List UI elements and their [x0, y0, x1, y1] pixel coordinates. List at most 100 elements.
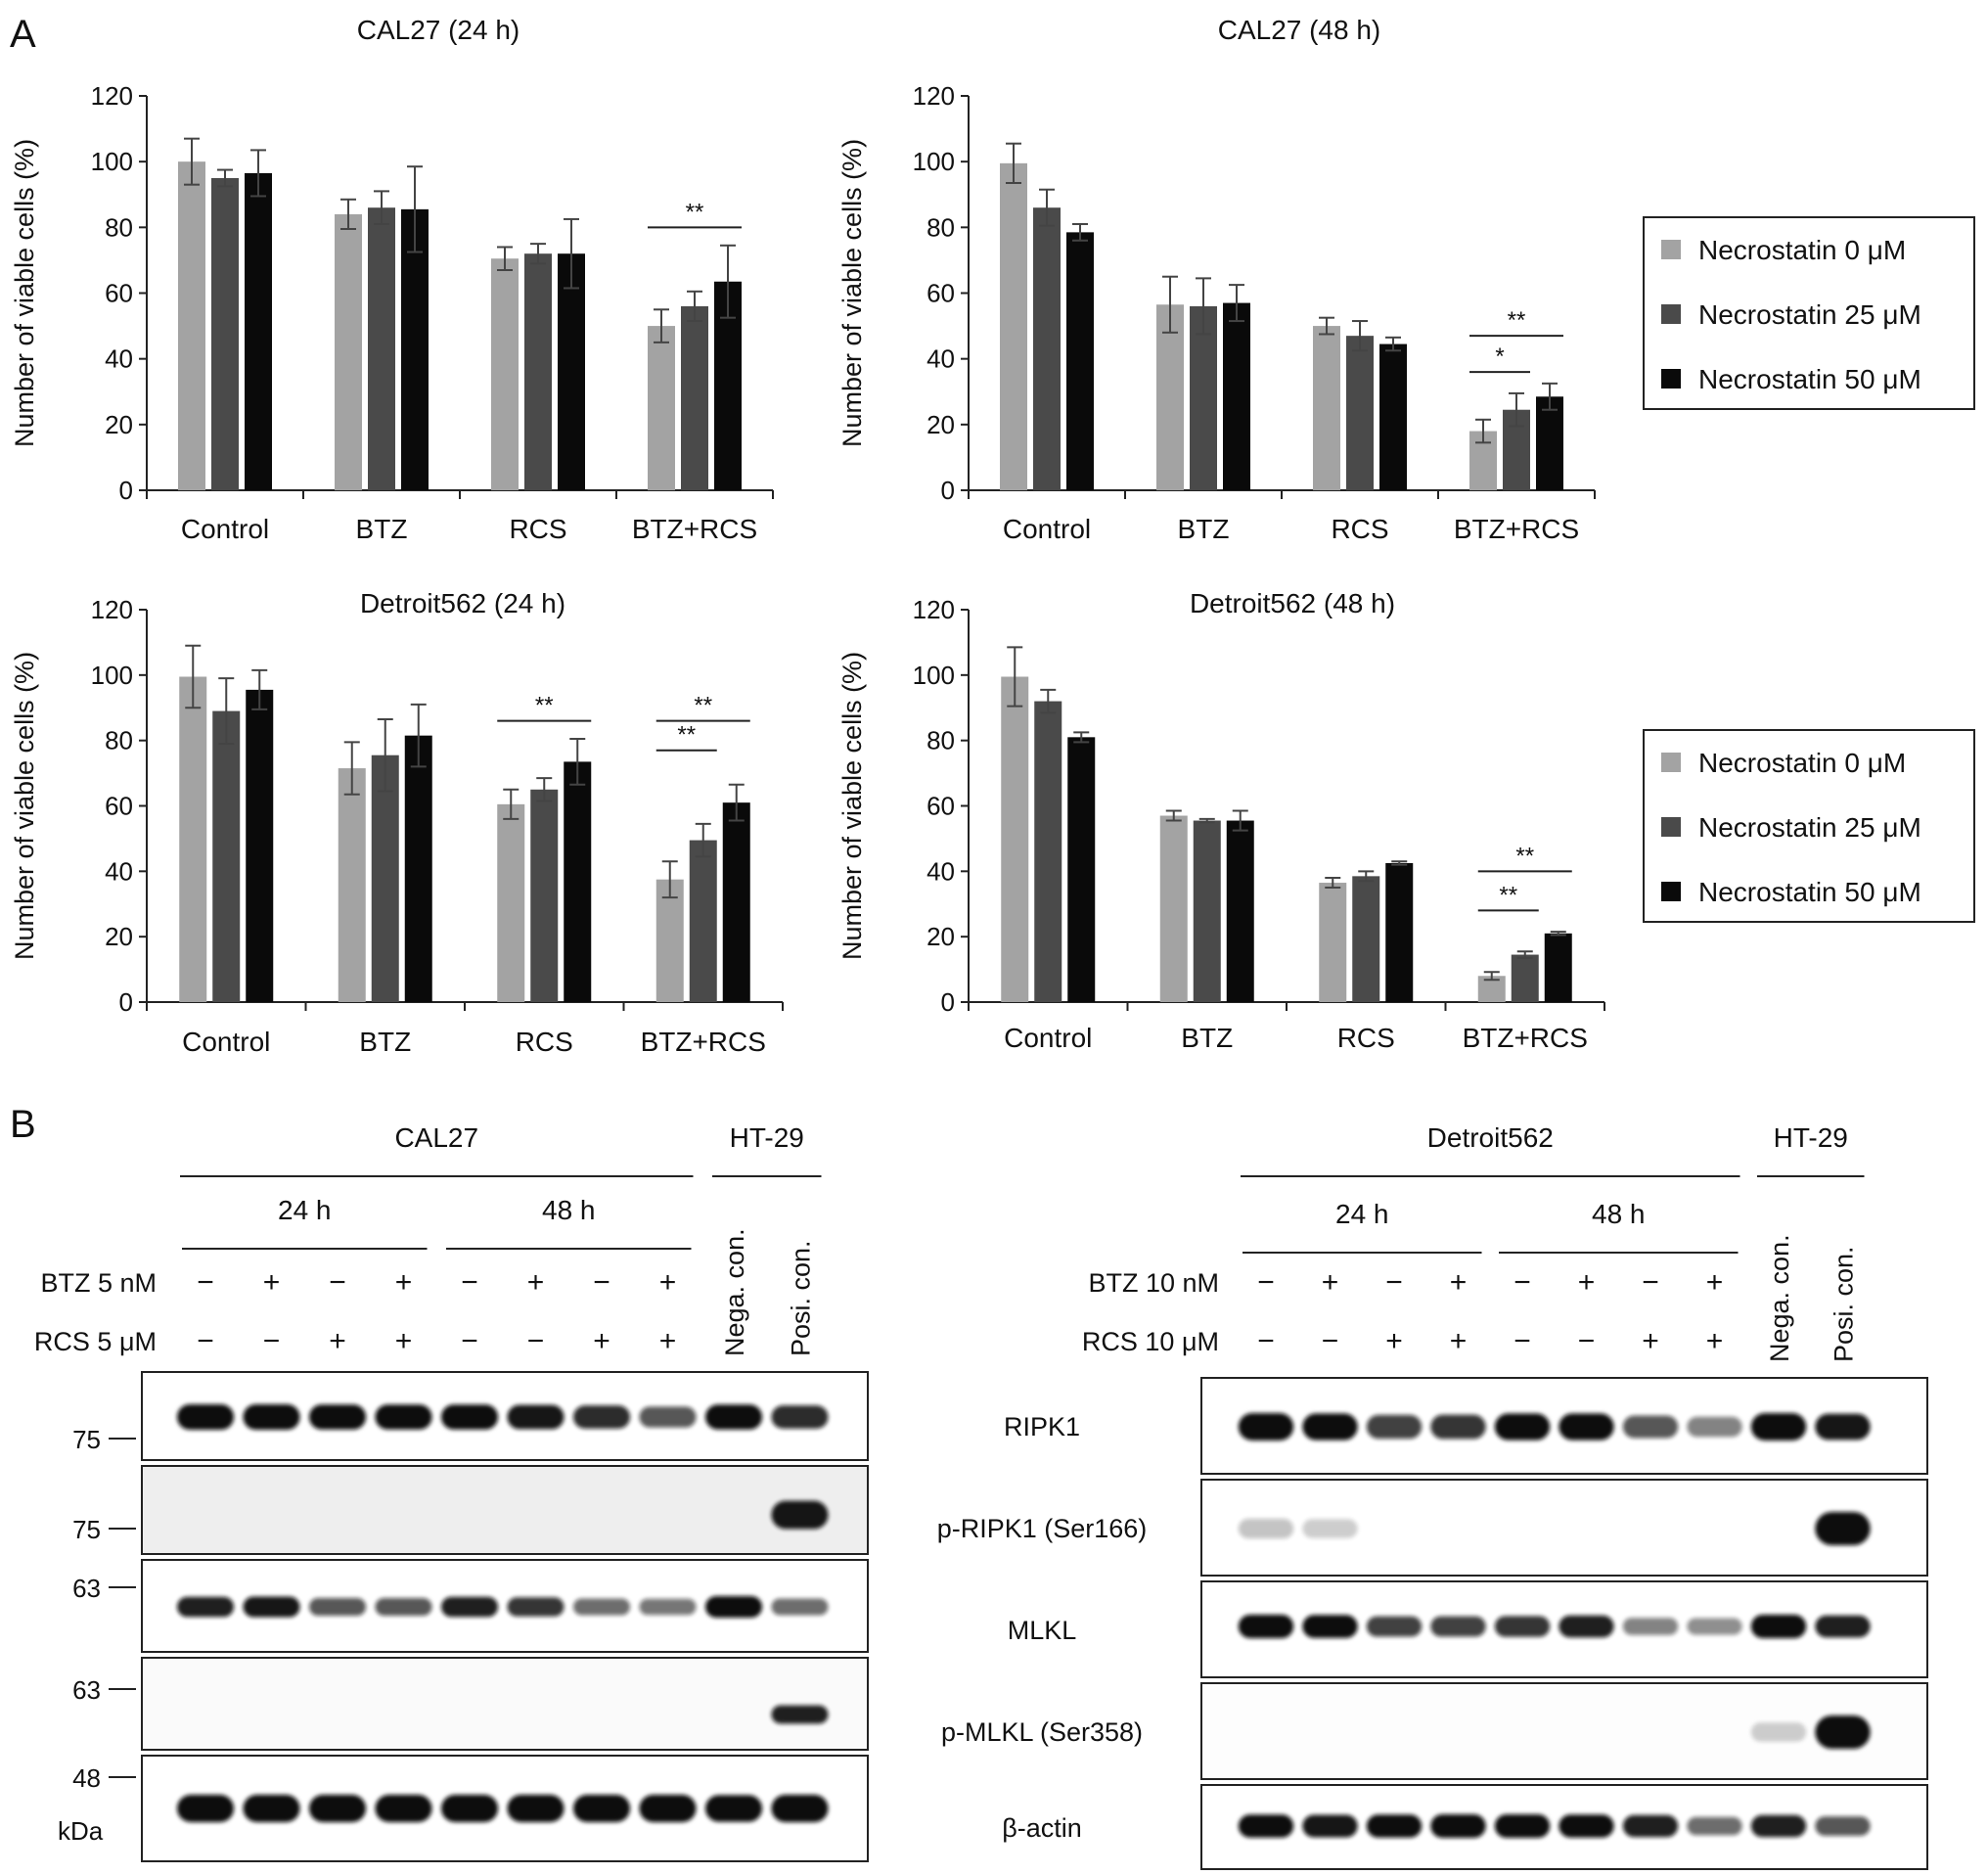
y-tick-label: 40 [105, 856, 133, 886]
btz-sign: − [1514, 1266, 1531, 1299]
panel-label-b: B [10, 1103, 36, 1146]
btz-sign: − [461, 1266, 478, 1299]
y-tick-label: 0 [941, 476, 955, 505]
blot-band [1687, 1618, 1742, 1635]
cell-line-label: CAL27 [394, 1122, 478, 1153]
protein-label: β-actin [1002, 1813, 1082, 1843]
y-tick-label: 0 [119, 476, 133, 505]
x-tick-label: Control [181, 514, 269, 544]
rcs-sign: − [461, 1325, 478, 1357]
significance-label: * [1495, 343, 1504, 370]
legend-label: Necrostatin 25 μM [1698, 299, 1921, 330]
x-tick-label: BTZ+RCS [632, 514, 757, 544]
protein-label: RIPK1 [1004, 1412, 1080, 1441]
bar [246, 689, 274, 1002]
blot-band [1750, 1413, 1807, 1441]
time-label: 48 h [542, 1195, 596, 1225]
blot-band [1238, 1413, 1294, 1441]
bar [245, 172, 272, 490]
bar [497, 803, 525, 1002]
bar [404, 735, 432, 1002]
blot-band [440, 1596, 499, 1618]
bar [1346, 336, 1374, 490]
bar [689, 840, 717, 1002]
bar [1352, 876, 1380, 1002]
significance-label: ** [1499, 882, 1517, 908]
blot-band [1559, 1814, 1614, 1838]
y-tick-label: 120 [91, 595, 133, 624]
control-lane-label: Nega. con. [1765, 1234, 1794, 1362]
x-tick-label: RCS [1331, 514, 1388, 544]
blot-band [1815, 1413, 1871, 1441]
protein-label: p-MLKL (Ser358) [941, 1717, 1143, 1747]
legend-label: Necrostatin 50 μM [1698, 877, 1921, 907]
rcs-sign: − [527, 1325, 545, 1357]
bar [1190, 305, 1217, 490]
bar [178, 161, 205, 490]
mw-marker-label: 63 [72, 1675, 101, 1705]
blot-band [704, 1404, 763, 1430]
rcs-sign: + [1450, 1325, 1468, 1357]
blot-band [440, 1795, 499, 1822]
x-tick-label: Control [1003, 514, 1091, 544]
bar [1067, 737, 1096, 1002]
control-lane-label: Posi. con. [787, 1240, 816, 1356]
blot-band [440, 1404, 499, 1430]
bar [1511, 954, 1539, 1002]
blot-band [1559, 1413, 1614, 1441]
bar [211, 177, 239, 491]
blot-band [308, 1597, 367, 1617]
legend-swatch [1661, 882, 1681, 901]
bar [1544, 933, 1572, 1002]
bar [722, 802, 750, 1002]
blot-band [1687, 1816, 1742, 1836]
blot-band [1750, 1814, 1807, 1838]
bar [368, 207, 395, 490]
legend-bottom: Necrostatin 0 μM Necrostatin 25 μM Necrost… [1643, 729, 1975, 923]
bar [1156, 304, 1184, 490]
blot-band [1430, 1814, 1486, 1838]
significance-label: ** [694, 693, 712, 719]
mw-marker-label: 75 [72, 1425, 101, 1454]
legend-label: Necrostatin 0 μM [1698, 235, 1906, 265]
treatment-label: BTZ 10 nM [1088, 1268, 1219, 1298]
y-tick-label: 100 [91, 661, 133, 690]
y-axis-label: Number of viable cells (%) [837, 139, 867, 447]
btz-sign: − [329, 1266, 346, 1299]
mw-marker-label: 48 [72, 1763, 101, 1793]
y-tick-label: 20 [926, 410, 955, 439]
bar [1034, 701, 1062, 1002]
y-tick-label: 60 [105, 792, 133, 821]
x-tick-label: BTZ [1178, 514, 1230, 544]
blot-band [1494, 1413, 1551, 1441]
y-tick-label: 40 [926, 344, 955, 374]
significance-label: ** [535, 693, 554, 719]
significance-label: ** [1508, 307, 1526, 334]
bar [401, 208, 429, 491]
btz-sign: + [1450, 1266, 1468, 1299]
control-lane-label: Posi. con. [1830, 1246, 1859, 1362]
y-tick-label: 80 [926, 726, 955, 755]
x-tick-label: BTZ+RCS [1454, 514, 1579, 544]
bar [558, 253, 585, 490]
rcs-sign: + [395, 1325, 413, 1357]
blot-band [771, 1705, 829, 1724]
blot-band [375, 1404, 432, 1430]
legend-label: Necrostatin 0 μM [1698, 748, 1906, 778]
x-tick-label: RCS [516, 1027, 573, 1057]
time-label: 24 h [1335, 1199, 1389, 1229]
legend-swatch [1661, 817, 1681, 837]
panel-label-a: A [10, 13, 36, 56]
y-tick-label: 40 [926, 856, 955, 886]
blot-band [1750, 1615, 1807, 1638]
protein-label: p-RIPK1 (Ser166) [937, 1514, 1148, 1543]
rcs-sign: − [1257, 1325, 1275, 1357]
time-label: 48 h [1592, 1199, 1646, 1229]
y-tick-label: 80 [926, 212, 955, 242]
legend-label: Necrostatin 25 μM [1698, 812, 1921, 843]
legend-label: Necrostatin 50 μM [1698, 364, 1921, 394]
blot-band [1687, 1416, 1742, 1438]
control-line-label: HT-29 [1774, 1122, 1848, 1153]
rcs-sign: + [659, 1325, 677, 1357]
significance-label: ** [1515, 843, 1534, 869]
